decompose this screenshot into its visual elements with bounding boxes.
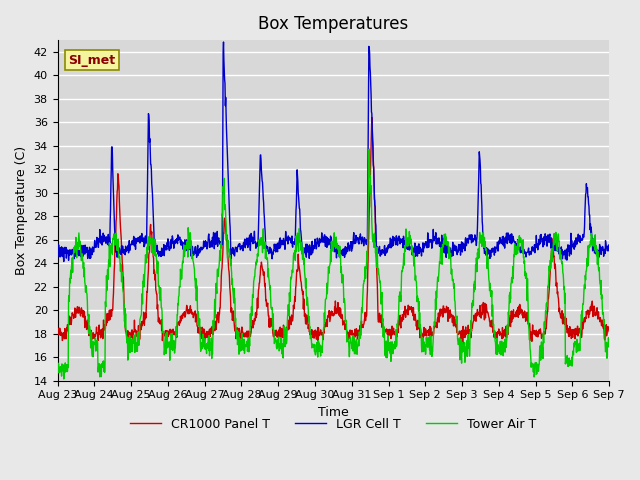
Text: SI_met: SI_met [68, 54, 116, 67]
X-axis label: Time: Time [318, 406, 349, 419]
Legend: CR1000 Panel T, LGR Cell T, Tower Air T: CR1000 Panel T, LGR Cell T, Tower Air T [125, 413, 541, 436]
Y-axis label: Box Temperature (C): Box Temperature (C) [15, 146, 28, 275]
Title: Box Temperatures: Box Temperatures [258, 15, 408, 33]
